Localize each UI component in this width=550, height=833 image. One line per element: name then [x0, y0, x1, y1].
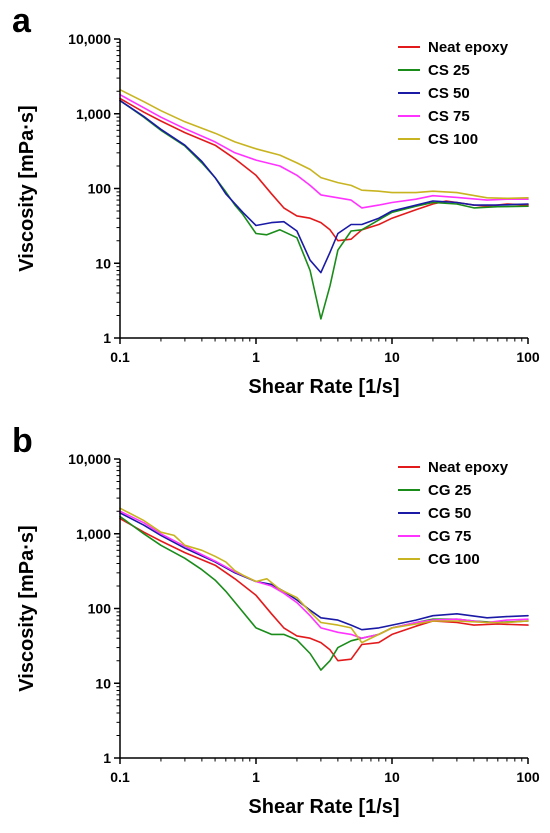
series-line-cs-75: [119, 93, 529, 209]
y-tick-label: 1,000: [76, 106, 111, 122]
legend-label: CG 75: [428, 528, 471, 545]
y-tick-label: 10,000: [68, 31, 111, 47]
y-tick-label: 1: [103, 750, 111, 766]
y-tick-label: 100: [88, 181, 112, 197]
legend: Neat epoxy CS 25 CS 50 CS 75 CS 100: [398, 39, 509, 148]
series-line-cg-100: [119, 507, 529, 644]
y-tick-label: 1,000: [76, 526, 111, 542]
legend-label: CG 50: [428, 505, 471, 522]
y-tick-label: 1: [103, 330, 111, 346]
x-tick-label: 0.1: [110, 349, 130, 365]
legend-label: CS 75: [428, 108, 470, 125]
x-tick-label: 1: [252, 349, 260, 365]
x-tick-label: 10: [384, 349, 400, 365]
y-axis-title: Viscosity [mPa·s]: [16, 105, 38, 271]
legend-label: CS 100: [428, 131, 478, 148]
x-axis-title: Shear Rate [1/s]: [248, 376, 399, 398]
legend-label: Neat epoxy: [428, 459, 509, 476]
panel-letter: a: [12, 2, 32, 40]
x-tick-label: 100: [516, 769, 540, 785]
series-line-cg-75: [119, 510, 529, 640]
legend-label: CG 25: [428, 482, 471, 499]
series-line-cg-50: [119, 512, 529, 631]
x-tick-label: 1: [252, 769, 260, 785]
y-tick-label: 10: [95, 675, 111, 691]
panel-letter: b: [12, 422, 33, 460]
x-tick-label: 100: [516, 349, 540, 365]
legend-label: Neat epoxy: [428, 39, 509, 56]
chart-panel-b: b 0.1 1 10 100 1 10 100 1,000 10,000 Shear Rate [1…: [12, 422, 540, 818]
chart-panel-a: a 0.1 1 10 100 1 10 100 1,000 10,000 Shear Rate [1…: [12, 2, 540, 398]
legend: Neat epoxy CG 25 CG 50 CG 75 CG 100: [398, 459, 509, 568]
x-tick-label: 0.1: [110, 769, 130, 785]
legend-label: CS 25: [428, 62, 470, 79]
legend-label: CG 100: [428, 551, 480, 568]
series-line-cs-100: [119, 88, 529, 200]
x-tick-label: 10: [384, 769, 400, 785]
x-axis-title: Shear Rate [1/s]: [248, 796, 399, 818]
legend-label: CS 50: [428, 85, 470, 102]
y-axis-title: Viscosity [mPa·s]: [16, 525, 38, 691]
y-tick-label: 10: [95, 255, 111, 271]
y-tick-label: 10,000: [68, 451, 111, 467]
series-line-cs-50: [119, 99, 529, 274]
y-tick-label: 100: [88, 601, 112, 617]
